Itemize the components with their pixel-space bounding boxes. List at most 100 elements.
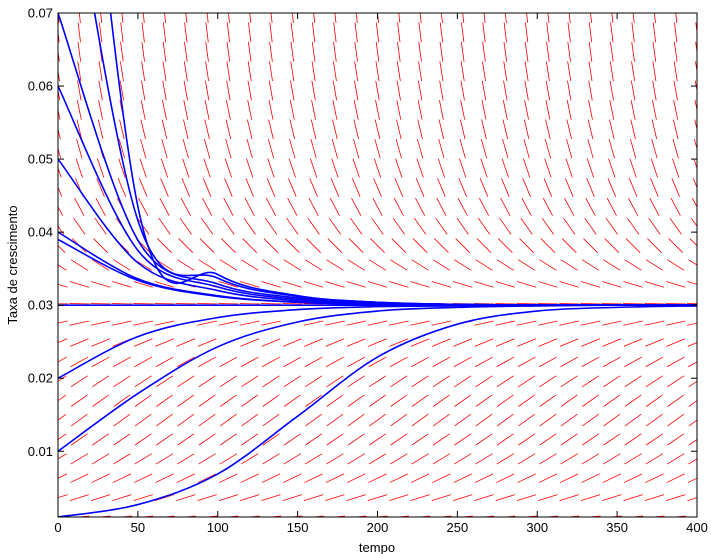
slope-segment <box>411 453 429 465</box>
slope-segment <box>560 356 579 368</box>
slope-segment <box>353 100 359 120</box>
slope-segment <box>155 356 174 368</box>
slope-segment <box>373 515 388 517</box>
slope-segment <box>117 515 132 517</box>
slope-segment <box>390 375 408 388</box>
slope-segment <box>651 119 658 140</box>
slope-segment <box>304 453 323 465</box>
slope-segment <box>544 138 552 159</box>
slope-segment <box>439 61 444 82</box>
slope-segment <box>544 158 552 178</box>
slope-segment <box>70 413 88 427</box>
slope-segment <box>243 217 256 235</box>
slope-segment <box>198 375 216 388</box>
slope-segment <box>410 281 430 288</box>
slope-segment <box>644 494 665 501</box>
slope-segment <box>629 158 637 178</box>
slope-segment <box>140 100 146 120</box>
slope-segment <box>546 41 550 62</box>
slope-segment <box>331 158 339 178</box>
slope-segment <box>500 197 511 216</box>
slope-segment <box>411 356 430 368</box>
slope-segment <box>431 338 451 347</box>
slope-segment <box>431 320 452 326</box>
slope-segment <box>538 338 558 347</box>
slope-segment <box>155 338 174 347</box>
slope-segment <box>268 119 274 140</box>
slope-segment <box>347 473 366 483</box>
slope-segment <box>176 338 196 347</box>
slope-segment <box>245 178 254 197</box>
slope-segment <box>567 61 572 82</box>
slope-segment <box>627 217 640 235</box>
slope-segment <box>204 119 210 140</box>
slope-segment <box>460 80 465 101</box>
slope-segment <box>624 394 642 407</box>
slope-segment <box>475 356 493 368</box>
slope-segment <box>559 281 579 288</box>
slope-segment <box>624 375 642 388</box>
slope-segment <box>395 138 402 159</box>
slope-segment <box>261 338 281 347</box>
slope-segment <box>304 473 323 483</box>
slope-segment <box>369 413 386 427</box>
slope-segment <box>133 494 153 501</box>
slope-segment <box>496 433 514 446</box>
slope-segment <box>584 217 597 235</box>
slope-segment <box>287 515 303 517</box>
slope-segment <box>516 320 537 326</box>
slope-segment <box>112 356 131 368</box>
slope-segment <box>290 61 295 82</box>
slope-segment <box>375 61 380 82</box>
slope-segment <box>204 100 210 120</box>
slope-segment <box>460 41 465 62</box>
x-tick-label: 100 <box>207 520 229 535</box>
slope-segment <box>304 338 324 347</box>
slope-segment <box>118 158 126 178</box>
slope-segment <box>346 320 367 326</box>
slope-segment <box>644 338 664 347</box>
slope-segment <box>624 259 642 271</box>
slope-segment <box>58 186 63 197</box>
slope-segment <box>283 473 302 483</box>
slope-segment <box>566 138 573 159</box>
slope-segment <box>667 433 685 446</box>
slope-segment <box>183 119 189 140</box>
slope-segment <box>220 413 237 427</box>
slope-segment <box>672 119 679 140</box>
slope-segment <box>524 41 529 62</box>
slope-segment <box>437 158 445 178</box>
y-tick-label: 0.04 <box>28 225 53 240</box>
slope-segment <box>240 494 260 501</box>
slope-segment <box>160 158 169 178</box>
slope-segment <box>134 473 153 483</box>
slope-segment <box>418 61 423 82</box>
slope-segment <box>624 356 643 368</box>
slope-segment <box>134 375 152 388</box>
slope-segment <box>157 238 172 253</box>
slope-segment <box>688 458 697 465</box>
slope-segment <box>374 119 381 140</box>
slope-segment <box>517 259 536 271</box>
slope-segment <box>454 394 472 407</box>
slope-segment <box>58 127 61 140</box>
slope-segment <box>305 394 322 407</box>
slope-segment <box>416 138 424 159</box>
slope-segment <box>391 238 407 253</box>
slope-segment <box>113 433 131 446</box>
slope-segment <box>330 178 340 197</box>
slope-segment <box>587 119 594 140</box>
slope-segment <box>410 473 430 483</box>
slope-segment <box>141 61 146 82</box>
slope-segment <box>347 433 365 446</box>
slope-segment <box>539 394 557 407</box>
slope-segment <box>176 473 195 483</box>
slope-segment <box>501 178 510 197</box>
slope-segment <box>496 356 515 368</box>
slope-segment <box>475 413 493 427</box>
slope-segment <box>687 281 697 285</box>
slope-segment <box>524 80 529 101</box>
slope-segment <box>394 515 409 517</box>
slope-segment <box>221 238 236 253</box>
slope-segment <box>70 259 88 271</box>
